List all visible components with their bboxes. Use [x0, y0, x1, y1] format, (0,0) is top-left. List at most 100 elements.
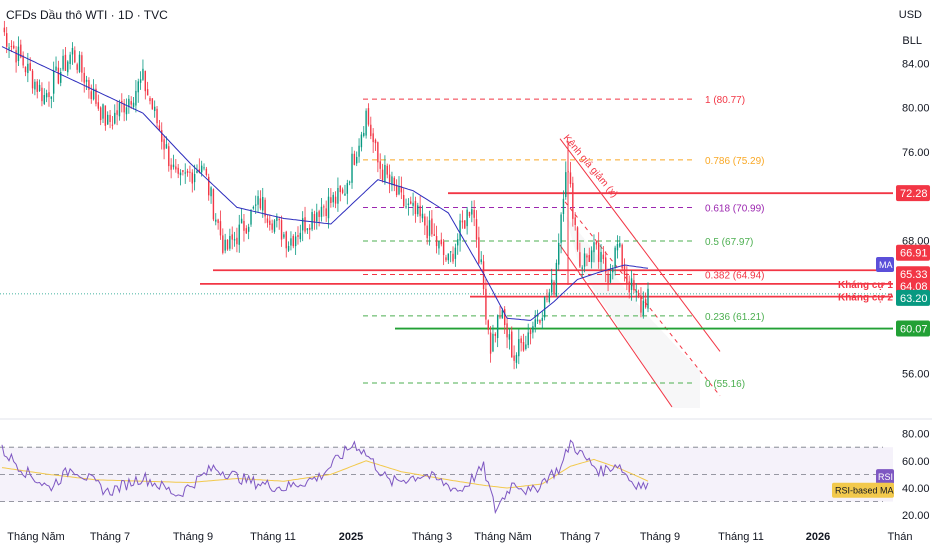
time-tick-5: Tháng 3: [412, 531, 452, 543]
candle: [386, 165, 388, 175]
candle: [320, 206, 323, 217]
candle: [212, 189, 215, 220]
candle: [177, 167, 179, 174]
candle: [327, 196, 330, 219]
candle: [461, 220, 464, 223]
rsi-line: [1, 439, 649, 515]
rsi-ma-line: [1, 458, 649, 489]
candle: [440, 239, 442, 245]
rsi-badge: RSI: [878, 472, 893, 482]
candle: [553, 281, 555, 295]
candle: [243, 221, 245, 231]
candle: [104, 105, 107, 126]
candle: [208, 176, 210, 196]
time-tick-2: Tháng 9: [173, 531, 213, 543]
candle: [266, 218, 269, 223]
candle: [607, 273, 609, 284]
candle: [548, 292, 551, 303]
candle: [250, 210, 252, 225]
candle: [226, 239, 229, 250]
currency-label: USD: [898, 9, 922, 21]
candle: [452, 253, 454, 262]
candle: [55, 66, 57, 71]
candle: [398, 186, 400, 195]
candle: [48, 92, 50, 98]
chart-title: CFDs Dầu thô WTI · 1D · TVC: [6, 8, 168, 22]
candle: [252, 206, 255, 209]
candle: [579, 252, 581, 267]
price-tick-0: 84.00: [902, 58, 930, 70]
channel-lower-line: [559, 244, 673, 408]
candle: [372, 133, 374, 143]
candle: [107, 114, 109, 125]
candle: [121, 100, 123, 103]
candle: [492, 333, 494, 352]
candle: [283, 234, 285, 238]
candle: [644, 299, 647, 308]
candle: [334, 196, 337, 204]
candle: [142, 68, 144, 80]
candle: [102, 104, 104, 119]
candle: [151, 98, 154, 110]
candle: [569, 172, 572, 185]
candle: [546, 298, 548, 300]
candle: [407, 203, 410, 206]
candle: [558, 242, 560, 265]
candle: [449, 251, 452, 253]
candle: [313, 214, 316, 223]
candle: [459, 220, 461, 241]
unit-label: BLL: [902, 35, 922, 47]
candle: [468, 211, 471, 217]
candle: [161, 130, 163, 142]
candle: [595, 242, 598, 245]
candle: [304, 217, 306, 232]
candle: [97, 102, 100, 109]
candle: [125, 107, 128, 115]
candle: [583, 253, 586, 267]
candle: [231, 234, 233, 240]
candle: [466, 209, 468, 227]
candle: [621, 244, 623, 269]
candle: [358, 145, 360, 157]
ma-badge: MA: [879, 260, 893, 270]
candle: [236, 237, 238, 245]
candle: [247, 226, 250, 232]
candle: [478, 237, 480, 264]
candle: [287, 246, 290, 251]
candle: [647, 288, 649, 309]
candle: [379, 161, 381, 169]
candle: [581, 267, 583, 269]
candle: [532, 326, 534, 333]
candle: [57, 67, 60, 84]
price-badge-0: 72.28: [900, 188, 928, 200]
candle: [511, 331, 513, 358]
candle: [637, 292, 640, 298]
price-badge-bg-1: [896, 244, 930, 261]
candle: [539, 319, 541, 323]
candle: [619, 243, 621, 247]
candle: [153, 106, 156, 111]
candle: [301, 218, 304, 231]
candle: [426, 225, 428, 239]
candle: [421, 213, 424, 219]
candle: [149, 98, 151, 102]
ma-line: [1, 46, 649, 321]
candle: [464, 220, 466, 229]
candle: [238, 224, 240, 245]
candle: [473, 209, 475, 218]
candle: [374, 139, 377, 144]
candle: [170, 164, 172, 170]
candle: [280, 220, 283, 240]
candle: [38, 84, 41, 91]
candle: [616, 244, 619, 251]
candle: [88, 80, 90, 90]
candle: [60, 72, 62, 83]
candle: [17, 46, 20, 62]
candle: [139, 79, 142, 83]
candle: [203, 167, 205, 169]
candle: [487, 320, 489, 330]
candle: [269, 220, 271, 225]
candle: [198, 169, 201, 173]
candle: [22, 55, 24, 66]
